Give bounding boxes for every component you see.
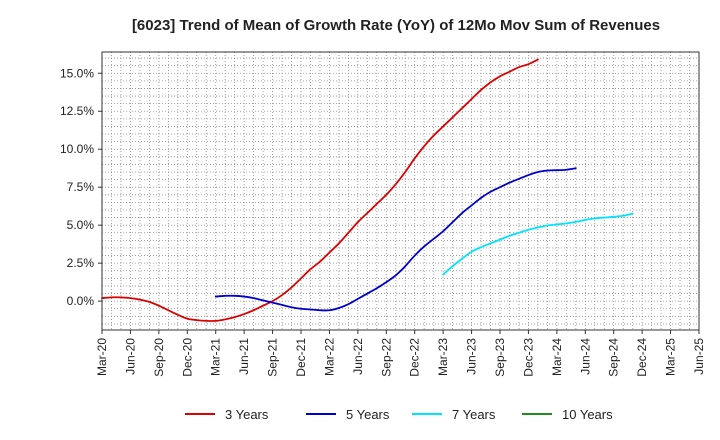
x-tick-label: Jun-23: [465, 338, 479, 375]
y-tick-label: 12.5%: [60, 104, 94, 118]
x-tick-label: Mar-22: [322, 338, 336, 376]
x-tick-label: Sep-22: [379, 338, 393, 377]
x-tick-label: Mar-24: [550, 338, 564, 376]
legend-label-3-years: 3 Years: [225, 407, 269, 422]
plot-frame: [101, 51, 700, 331]
y-tick-label: 15.0%: [60, 66, 94, 80]
series-line-7-years: [442, 212, 634, 276]
x-tick-label: Dec-22: [408, 338, 422, 377]
x-tick-label: Dec-20: [180, 338, 194, 377]
x-tick-label: Sep-21: [266, 338, 280, 377]
x-tick-label: Jun-22: [351, 338, 365, 375]
y-tick-label: 2.5%: [67, 256, 95, 270]
x-tick-label: Mar-23: [436, 338, 450, 376]
chart-title: [6023] Trend of Mean of Growth Rate (YoY…: [132, 17, 660, 34]
x-tick-label: Mar-21: [209, 338, 223, 376]
x-tick-label: Dec-23: [521, 338, 535, 377]
x-tick-label: Jun-25: [692, 338, 706, 375]
legend: 3 Years 5 Years 7 Years 10 Years: [185, 407, 613, 422]
series-line-3-years: [101, 58, 539, 322]
x-tick-label: Dec-24: [635, 338, 649, 377]
legend-label-10-years: 10 Years: [562, 407, 613, 422]
y-tick-label: 7.5%: [67, 180, 95, 194]
series-line-5-years: [214, 167, 577, 312]
plot-background: [102, 52, 699, 330]
x-tick-label: Sep-20: [152, 338, 166, 377]
y-tick-label: 5.0%: [67, 218, 95, 232]
x-tick-label: Jun-24: [578, 338, 592, 375]
x-tick-label: Sep-24: [607, 338, 621, 377]
legend-label-5-years: 5 Years: [346, 407, 390, 422]
y-tick-label: 10.0%: [60, 142, 94, 156]
x-tick-label: Sep-23: [493, 338, 507, 377]
x-tick-label: Mar-20: [95, 338, 109, 376]
x-tick-label: Jun-20: [123, 338, 137, 375]
legend-label-7-years: 7 Years: [452, 407, 496, 422]
plot-area: 0.0% 2.5% 5.0% 7.5% 10.0% 12.5% 15.0% Mar-20 Jun…: [60, 51, 706, 377]
y-tick-label: 0.0%: [67, 294, 95, 308]
x-tick-label: Mar-25: [664, 338, 678, 376]
x-tick-label: Dec-21: [294, 338, 308, 377]
x-tick-label: Jun-21: [237, 338, 251, 375]
